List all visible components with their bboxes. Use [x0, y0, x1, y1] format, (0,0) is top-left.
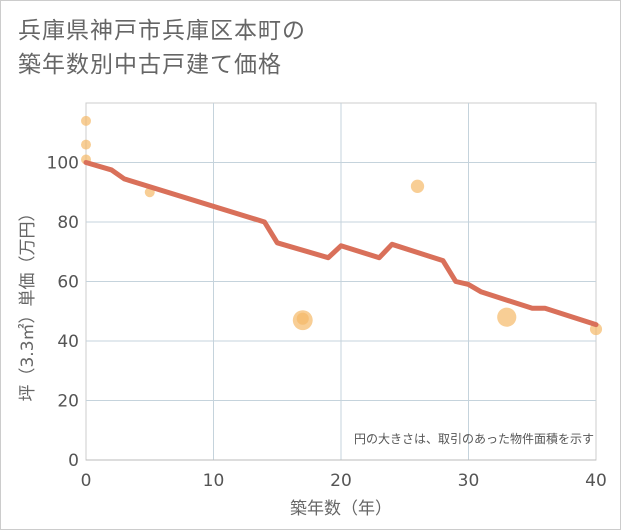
bubble-point: [296, 312, 309, 325]
title-line-2: 築年数別中古戸建て価格: [18, 52, 282, 78]
grid-lines: [86, 103, 596, 461]
y-tick-labels: 0 20 40 60 80 100: [47, 154, 79, 472]
title-line-1: 兵庫県神戸市兵庫区本町の: [18, 18, 306, 44]
x-tick-label: 10: [203, 471, 225, 491]
x-tick-label: 30: [458, 471, 480, 491]
estimate-line: [83, 160, 599, 328]
x-tick-label: 0: [81, 471, 92, 491]
y-tick-label: 80: [57, 213, 79, 233]
y-tick-label: 20: [57, 392, 79, 412]
x-tick-labels: 0 10 20 30 40: [81, 471, 607, 491]
bubble-point: [497, 307, 517, 327]
x-tick-label: 20: [330, 471, 352, 491]
x-axis-label: 築年数（年）: [290, 499, 392, 519]
x-tick-label: 40: [585, 471, 607, 491]
y-tick-label: 60: [57, 273, 79, 293]
chart-title: 兵庫県神戸市兵庫区本町の 築年数別中古戸建て価格: [18, 14, 306, 82]
y-axis-label: 坪（3.3㎡）単価（万円）: [18, 204, 38, 401]
annotation-text: 円の大きさは、取引のあった物件面積を示す: [354, 431, 594, 446]
y-tick-label: 40: [57, 332, 79, 352]
y-tick-label: 0: [68, 451, 79, 471]
bubble-point: [81, 139, 91, 150]
bubble-point: [410, 179, 425, 193]
y-tick-label: 100: [47, 154, 79, 174]
line-series: [83, 160, 599, 328]
bubble-point: [81, 115, 91, 126]
bubble-series: [81, 115, 603, 336]
